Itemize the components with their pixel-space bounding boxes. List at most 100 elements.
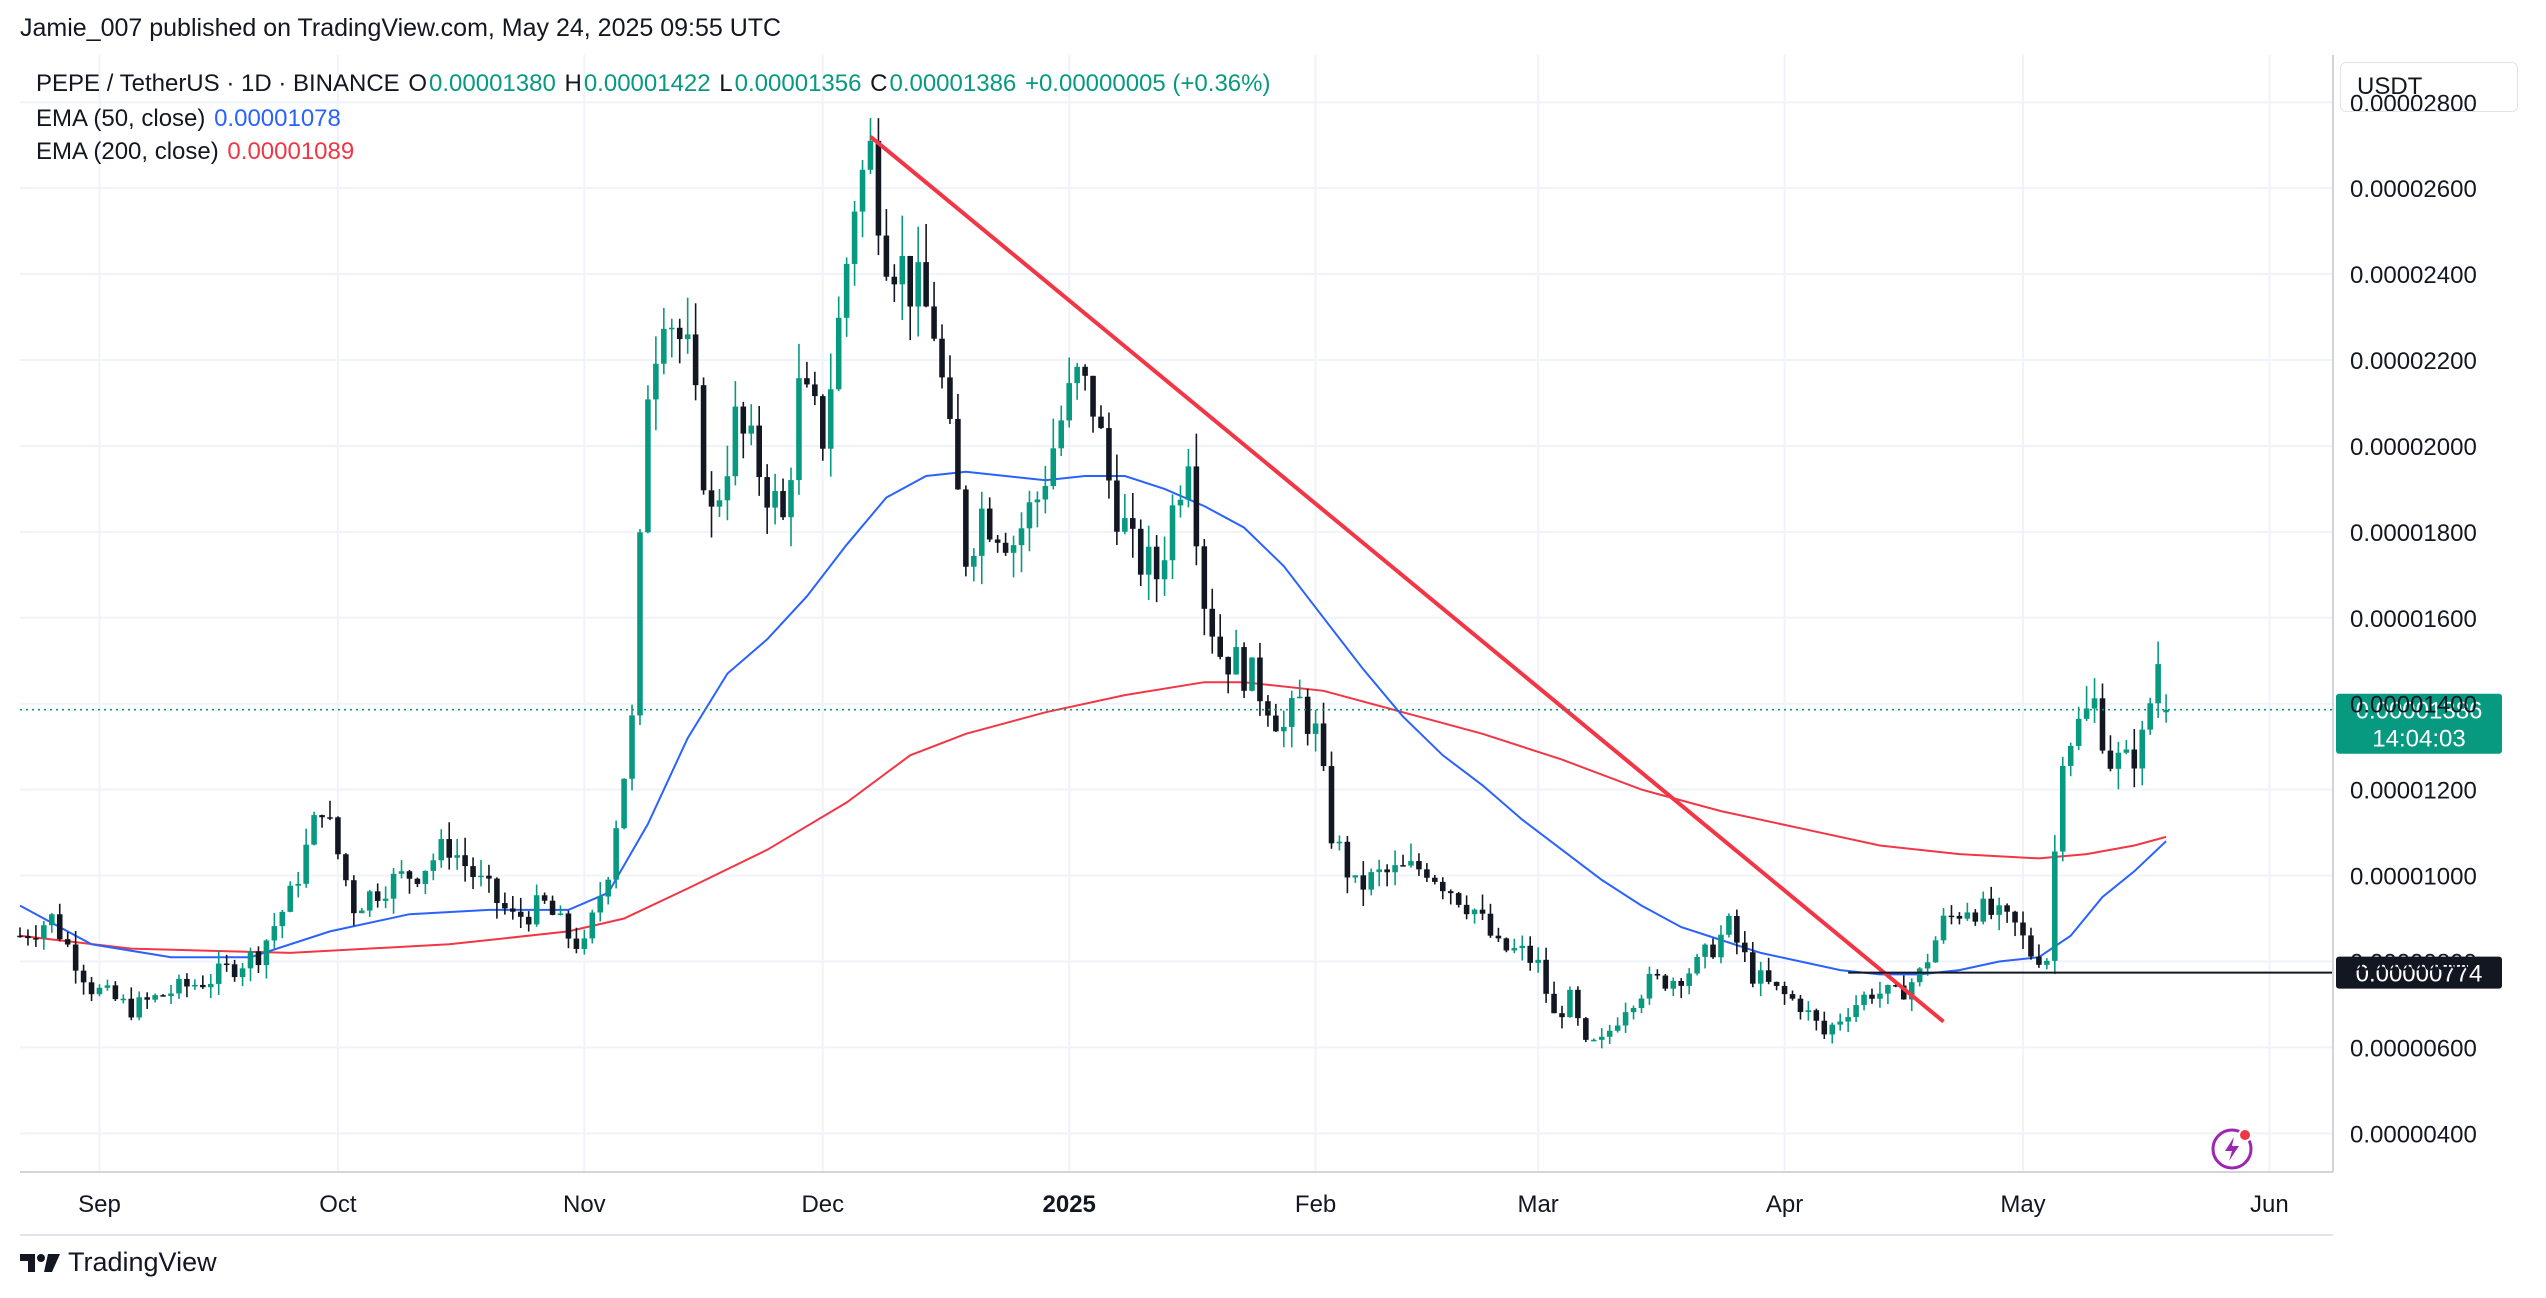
candle-body [2052, 851, 2058, 961]
candle-body [1352, 875, 1359, 878]
candle-body [1050, 448, 1057, 486]
candle [1980, 891, 1987, 925]
x-tick-label: Sep [78, 1191, 121, 1218]
candle-body [144, 997, 150, 1000]
candle [1416, 853, 1422, 876]
x-tick-label: Oct [319, 1191, 357, 1218]
candle-body [573, 938, 580, 949]
candle-body [2107, 750, 2114, 769]
publisher-line: Jamie_007 published on TradingView.com, … [20, 14, 782, 42]
candle [1964, 902, 1971, 921]
candle [1861, 991, 1867, 1011]
candle-body [1527, 945, 1533, 963]
candle-body [931, 306, 937, 339]
candle-body [2091, 698, 2098, 709]
candle [1487, 903, 1494, 938]
bolt-icon[interactable] [2210, 1125, 2256, 1171]
candle-body [88, 982, 95, 995]
currency-selector[interactable]: USDT [2340, 62, 2518, 112]
candle-body [1042, 485, 1049, 500]
trendline-path [869, 135, 1945, 1024]
candle-body [859, 169, 866, 212]
candle [287, 881, 294, 913]
candle [1122, 493, 1128, 535]
candle-body [804, 378, 810, 385]
candle-body [382, 898, 389, 901]
candle [1551, 981, 1557, 1014]
x-tick-label: Apr [1766, 1191, 1803, 1218]
candle-body [343, 854, 349, 881]
candle-body [478, 875, 484, 878]
candle [1137, 519, 1144, 586]
candle [486, 864, 492, 893]
axes: 0.00000400 0.00000600 0.00000800 0.00001000… [20, 55, 2477, 1236]
candle [1479, 894, 1486, 921]
candle [1829, 1022, 1836, 1044]
legend-ema50[interactable]: EMA (50, close) 0.00001078 [36, 105, 343, 133]
candle [1646, 966, 1653, 1005]
candle-body [1082, 366, 1088, 376]
candle [859, 160, 866, 238]
candle [152, 993, 158, 1003]
candle-body [788, 480, 794, 518]
candle [446, 822, 452, 870]
candle-body [939, 338, 945, 378]
candle-body [486, 875, 492, 879]
candle-body [1304, 696, 1311, 734]
candle-body [1400, 865, 1406, 867]
candle [502, 892, 508, 915]
candle [160, 994, 166, 997]
candle [279, 909, 286, 939]
candle [986, 497, 993, 542]
candle [645, 385, 651, 534]
candle [494, 877, 500, 919]
candle [1932, 936, 1939, 963]
candle-body [160, 995, 166, 997]
candle [978, 491, 985, 585]
candle [1408, 843, 1414, 868]
candle-body [963, 489, 969, 567]
candle [136, 991, 143, 1021]
candle-body [2139, 729, 2146, 769]
candle [637, 529, 643, 725]
ema50-value: 0.00001078 [214, 105, 341, 132]
tradingview-footer[interactable]: TradingView [20, 1247, 217, 1278]
candle-body [271, 926, 278, 941]
candle [1249, 657, 1255, 692]
candle-body [1392, 865, 1398, 873]
candle [1694, 953, 1700, 976]
candle [1050, 418, 1057, 490]
candle [684, 297, 691, 354]
candle-body [684, 334, 691, 340]
candle [1535, 947, 1541, 973]
candle-body [1177, 499, 1184, 506]
candle-body [772, 491, 778, 508]
candle [1082, 364, 1088, 391]
candle [668, 318, 675, 358]
candle-body [494, 878, 500, 904]
candle-body [1424, 869, 1430, 878]
candle [25, 929, 31, 946]
candle [470, 857, 476, 890]
legend-ema200[interactable]: EMA (200, close) 0.00001089 [36, 138, 356, 166]
candle-body [311, 815, 317, 845]
legend-open-value: 0.00001380 [429, 70, 556, 97]
candle [1527, 936, 1533, 971]
candle [1026, 490, 1033, 552]
candle [239, 963, 246, 987]
candle [1201, 538, 1208, 636]
legend-high-label: H [564, 70, 582, 97]
candle [780, 478, 786, 520]
candle [700, 377, 707, 495]
candle-body [692, 334, 699, 386]
candle [1241, 642, 1247, 699]
candle [96, 984, 103, 997]
candle [1988, 886, 1994, 920]
candle [1710, 938, 1716, 959]
candle-body [1964, 912, 1971, 919]
candle-body [1678, 981, 1685, 986]
candle-body [1988, 898, 1994, 915]
candle [1670, 977, 1677, 997]
candle [875, 118, 882, 256]
